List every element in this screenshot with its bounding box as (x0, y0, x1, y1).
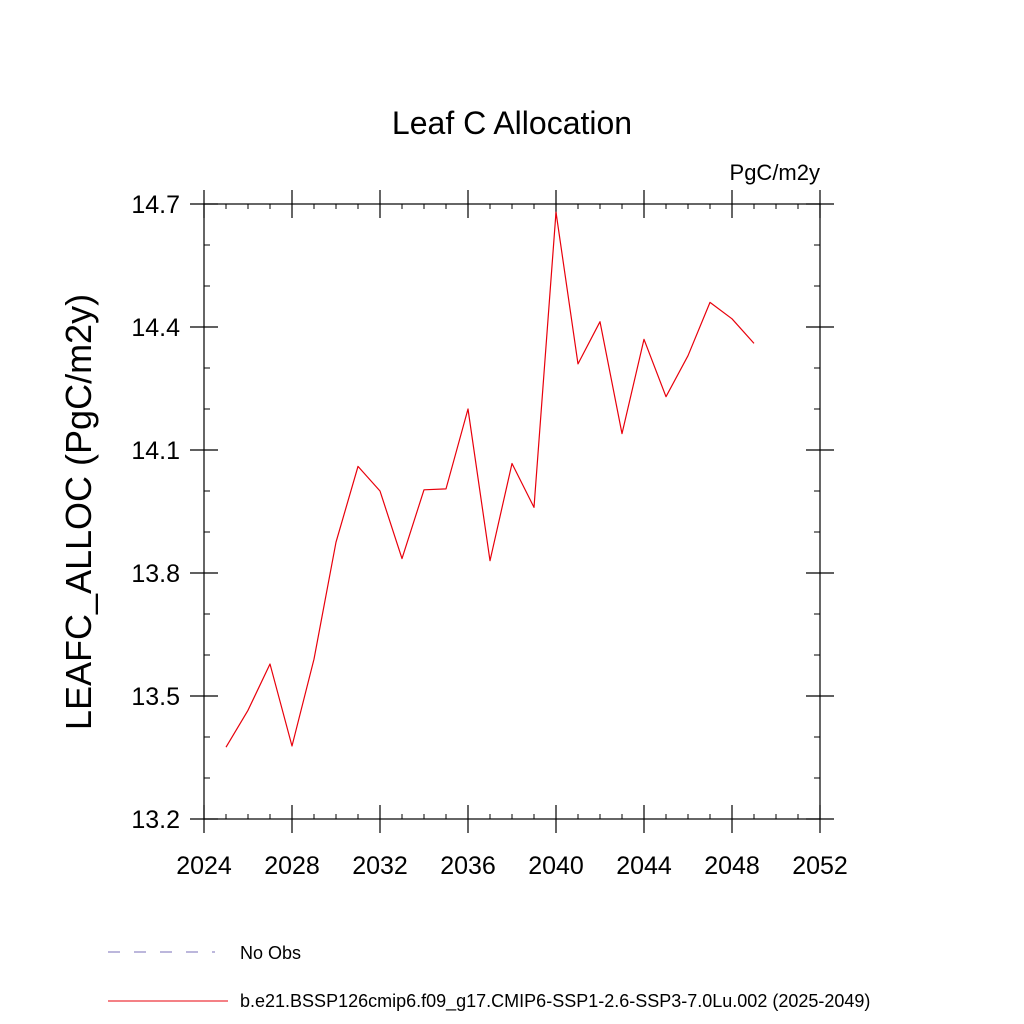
y-tick-label: 14.4 (131, 314, 180, 342)
major-ticks (190, 190, 834, 833)
x-tick-label: 2032 (352, 852, 408, 880)
series-layer (225, 211, 755, 748)
x-tick-label: 2052 (792, 852, 848, 880)
x-tick-labels: 2024 2028 2032 2036 2040 2044 2048 2052 (176, 852, 848, 880)
x-tick-label: 2036 (440, 852, 496, 880)
y-tick-labels: 13.2 13.5 13.8 14.1 14.4 14.7 (131, 191, 180, 834)
x-tick-label: 2040 (528, 852, 584, 880)
chart-title: Leaf C Allocation (392, 105, 632, 141)
x-tick-label: 2048 (704, 852, 760, 880)
x-tick-label: 2024 (176, 852, 232, 880)
y-tick-label: 13.8 (131, 560, 180, 588)
legend: No Obs b.e21.BSSP126cmip6.f09_g17.CMIP6-… (108, 943, 870, 1012)
x-tick-label: 2044 (616, 852, 672, 880)
legend-label-model-run: b.e21.BSSP126cmip6.f09_g17.CMIP6-SSP1-2.… (240, 991, 870, 1012)
series-line (225, 211, 755, 748)
y-axis-title: LEAFC_ALLOC (PgC/m2y) (58, 294, 99, 730)
legend-label-no-obs: No Obs (240, 943, 301, 963)
y-tick-label: 13.2 (131, 806, 180, 834)
x-tick-label: 2028 (264, 852, 320, 880)
y-tick-label: 14.7 (131, 191, 180, 219)
plot-frame (203, 203, 821, 820)
units-label: PgC/m2y (730, 160, 820, 185)
y-tick-label: 14.1 (131, 437, 180, 465)
y-tick-label: 13.5 (131, 683, 180, 711)
